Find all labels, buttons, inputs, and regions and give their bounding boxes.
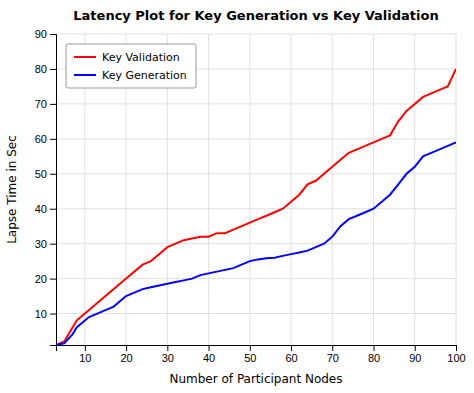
tick-label: 80 xyxy=(368,352,380,364)
grid-line-y xyxy=(56,208,456,209)
tick-mark xyxy=(50,244,56,245)
tick-mark xyxy=(50,174,56,175)
x-axis: 10 20 30 40 50 60 70 80 90 100 xyxy=(57,345,466,364)
grid-line-y xyxy=(56,173,456,174)
tick-label: 90 xyxy=(35,28,47,40)
x-axis-title: Number of Participant Nodes xyxy=(169,372,342,386)
grid-line-x xyxy=(332,34,333,345)
tick: 20 xyxy=(120,345,132,364)
tick-label: 30 xyxy=(35,238,47,250)
tick: 10 xyxy=(35,308,56,320)
tick: 50 xyxy=(244,345,256,364)
tick-label: 10 xyxy=(35,308,47,320)
tick-label: 20 xyxy=(35,273,47,285)
legend-box xyxy=(66,44,196,88)
legend: Key Validation Key Generation xyxy=(66,44,196,88)
tick: 50 xyxy=(35,168,56,180)
tick: 40 xyxy=(203,345,215,364)
tick-label: 20 xyxy=(120,352,132,364)
tick-label: 100 xyxy=(447,352,465,364)
tick: 30 xyxy=(35,238,56,250)
tick-label: 90 xyxy=(409,352,421,364)
tick-mark xyxy=(50,209,56,210)
tick-mark xyxy=(209,345,210,351)
tick-label: 30 xyxy=(162,352,174,364)
tick: 60 xyxy=(35,133,56,145)
grid-line-y xyxy=(56,103,456,104)
tick: 100 xyxy=(447,345,465,364)
series-line xyxy=(56,69,456,345)
legend-label: Key Validation xyxy=(102,51,180,64)
tick-mark xyxy=(85,345,86,351)
tick-mark xyxy=(291,345,292,351)
tick: 10 xyxy=(79,345,91,364)
tick-mark xyxy=(50,279,56,280)
tick-label: 70 xyxy=(327,352,339,364)
tick-label: 40 xyxy=(35,203,47,215)
tick-mark xyxy=(50,34,56,35)
tick-label: 50 xyxy=(244,352,256,364)
tick-mark xyxy=(167,345,168,351)
tick: 20 xyxy=(35,273,56,285)
tick: 90 xyxy=(35,28,56,40)
tick: 70 xyxy=(327,345,339,364)
y-axis-title: Lapse Time in Sec xyxy=(5,135,19,244)
tick-mark xyxy=(126,345,127,351)
grid-line-x xyxy=(249,34,250,345)
title: Latency Plot for Key Generation vs Key V… xyxy=(73,8,438,23)
axis-line xyxy=(57,346,457,352)
tick-label: 40 xyxy=(203,352,215,364)
tick-mark xyxy=(50,139,56,140)
tick: 70 xyxy=(35,98,56,110)
grid-line-y xyxy=(56,243,456,244)
tick-label: 60 xyxy=(35,133,47,145)
legend-label: Key Generation xyxy=(102,69,187,82)
axis-line xyxy=(50,35,57,346)
grid-line-x xyxy=(291,34,292,345)
grid-line-x xyxy=(373,34,374,345)
legend-item: Key Validation xyxy=(74,51,180,64)
grid xyxy=(56,34,456,345)
tick-label: 80 xyxy=(35,63,47,75)
y-axis: 10 20 30 40 50 60 70 80 90 xyxy=(35,28,57,345)
tick: 40 xyxy=(35,203,56,215)
tick-label: 10 xyxy=(79,352,91,364)
legend-item: Key Generation xyxy=(74,69,187,82)
grid-line-y xyxy=(56,34,456,35)
legend-swatch xyxy=(74,56,96,58)
tick: 30 xyxy=(162,345,174,364)
tick: 80 xyxy=(368,345,380,364)
tick-label: 50 xyxy=(35,168,47,180)
lines xyxy=(56,69,456,345)
grid-line-y xyxy=(56,313,456,314)
tick-mark xyxy=(332,345,333,351)
tick-mark xyxy=(50,314,56,315)
plot-area: 10 20 30 40 50 60 70 80 90 100 10 20 30 40 50 60 70 80 90 K… xyxy=(35,28,466,364)
tick-mark xyxy=(250,345,251,351)
tick-label: 70 xyxy=(35,98,47,110)
tick-mark xyxy=(456,345,457,351)
tick: 60 xyxy=(285,345,297,364)
grid-line-y xyxy=(56,278,456,279)
tick-mark xyxy=(374,345,375,351)
legend-swatch xyxy=(74,74,96,76)
series-line xyxy=(56,142,456,345)
grid-line-x xyxy=(456,34,457,345)
grid-line-y xyxy=(56,138,456,139)
grid-line-x xyxy=(208,34,209,345)
tick: 80 xyxy=(35,63,56,75)
tick: 90 xyxy=(409,345,421,364)
tick-mark xyxy=(50,69,56,70)
tick-label: 60 xyxy=(285,352,297,364)
tick-mark xyxy=(415,345,416,351)
chart: 10 20 30 40 50 60 70 80 90 100 10 20 30 40 50 60 70 80 90 K… xyxy=(0,0,474,393)
tick-mark xyxy=(50,104,56,105)
grid-line-x xyxy=(414,34,415,345)
